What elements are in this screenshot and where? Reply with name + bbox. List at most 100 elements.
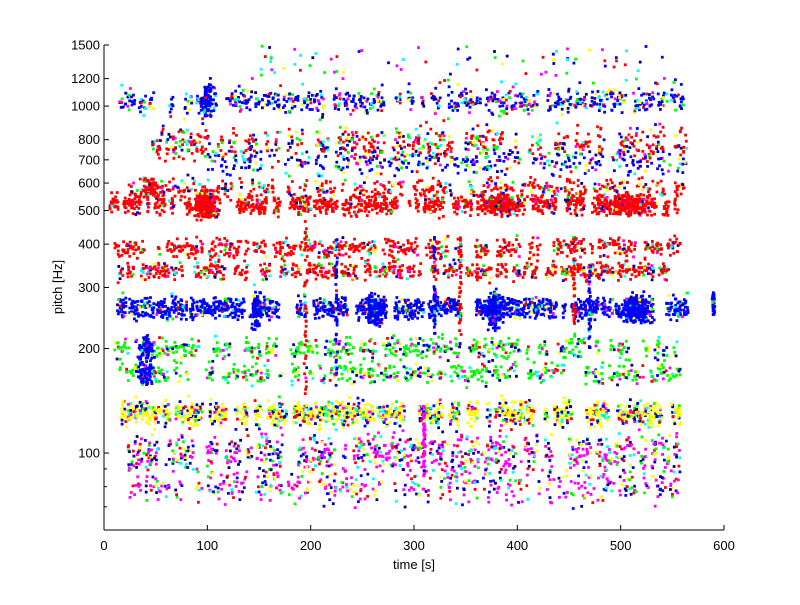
scatter-point [326,246,330,250]
scatter-point [679,241,682,245]
scatter-point [229,187,233,191]
scatter-point [349,113,353,116]
scatter-point [492,146,496,149]
scatter-point [296,99,300,102]
scatter-point [239,200,243,203]
scatter-point [557,95,561,99]
scatter-point [562,239,566,243]
scatter-point [307,156,311,159]
scatter-point [167,271,171,275]
scatter-point [353,248,357,252]
scatter-point [650,161,653,165]
scatter-point [495,147,498,151]
scatter-point [621,179,625,183]
scatter-point [417,154,420,157]
scatter-point [430,254,434,258]
scatter-point [306,161,310,165]
scatter-point [464,147,468,151]
scatter-point [218,309,221,312]
scatter-point [390,254,394,258]
scatter-point [315,186,319,190]
scatter-point [543,201,547,205]
scatter-point [273,209,276,212]
scatter-point [115,200,119,204]
scatter-point [574,145,578,148]
scatter-point [126,101,130,104]
scatter-point [327,202,331,206]
scatter-point [566,179,569,183]
scatter-point [525,261,529,265]
scatter-point [428,201,431,205]
scatter-point [600,147,604,151]
scatter-point [122,240,125,244]
scatter-point [588,140,591,144]
scatter-point [179,250,182,253]
scatter-point [659,179,663,183]
scatter-point [398,265,402,269]
scatter-point [433,210,437,213]
scatter-point [583,191,587,194]
scatter-point [288,99,292,102]
scatter-point [417,179,421,183]
scatter-point [243,198,247,202]
scatter-point [502,238,506,242]
scatter-point [611,239,615,242]
scatter-point [264,199,268,203]
scatter-point [522,109,526,112]
scatter-point [558,175,562,178]
scatter-point [365,214,369,217]
scatter-point [501,104,505,108]
scatter-point [116,312,120,316]
scatter-point [516,205,520,209]
scatter-point [139,105,143,108]
scatter-point [400,147,403,150]
scatter-point [368,169,372,173]
scatter-point [474,136,478,140]
scatter-point [275,148,278,152]
scatter-point [183,117,186,121]
scatter-point [399,185,403,189]
scatter-point [118,277,122,281]
scatter-point [412,264,416,268]
scatter-point [236,240,240,243]
scatter-point [171,268,175,272]
scatter-point [359,97,362,101]
scatter-point [615,152,619,156]
scatter-point [679,83,683,86]
scatter-point [321,97,325,101]
scatter-point [322,104,326,108]
scatter-point [213,253,217,257]
scatter-point [407,96,411,100]
scatter-point [184,92,188,96]
scatter-point [178,139,182,143]
scatter-point [131,212,135,215]
scatter-point [523,197,526,201]
scatter-point [551,194,554,198]
scatter-point [219,301,223,304]
scatter-point [575,97,579,101]
scatter-point [487,99,490,103]
scatter-point [394,203,398,206]
scatter-point [294,275,297,279]
scatter-point [374,270,378,274]
scatter-point [171,205,175,208]
scatter-point [109,201,113,204]
scatter-point [188,197,191,201]
scatter-point [157,261,160,265]
scatter-point [137,314,140,318]
scatter-point [195,235,199,239]
scatter-point [415,199,419,202]
scatter-point [397,163,401,167]
scatter-point [309,207,313,211]
scatter-point [191,176,195,180]
scatter-point [603,199,607,202]
scatter-point [337,248,341,252]
scatter-point [648,266,651,270]
scatter-point [268,307,272,311]
scatter-point [579,190,582,193]
scatter-point [173,247,177,251]
scatter-point [373,265,377,268]
scatter-point [499,197,503,201]
scatter-point [650,213,653,217]
scatter-point [210,242,214,246]
